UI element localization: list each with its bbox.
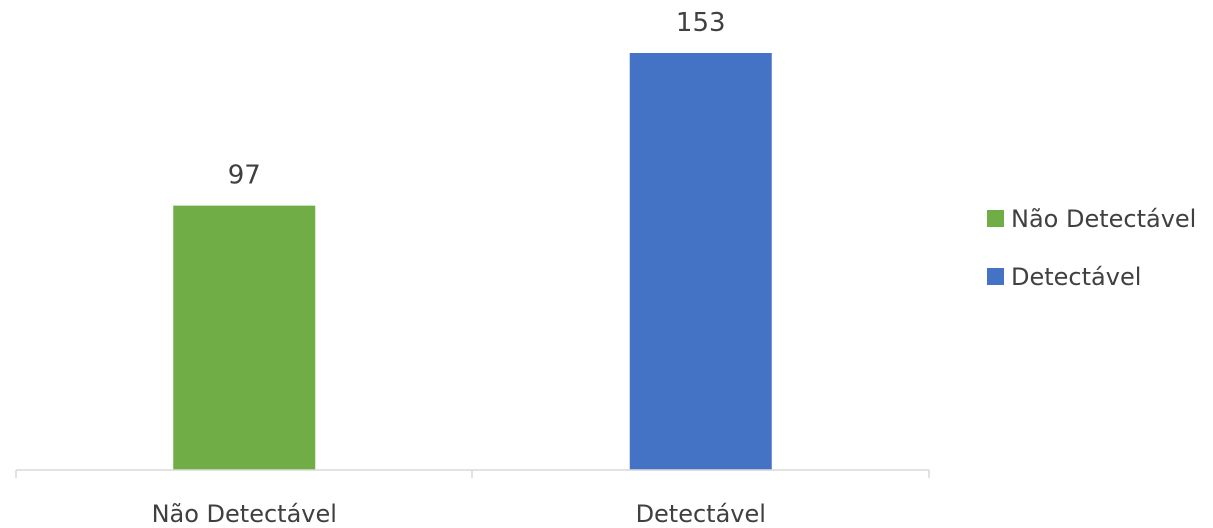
data-label-nao-detectavel: 97 [228, 161, 261, 191]
x-tick-label-nao-detectavel: Não Detectável [152, 500, 337, 528]
x-tick-label-detectavel: Detectável [636, 500, 766, 528]
bar-detectavel [629, 53, 772, 470]
legend-swatch-detectavel [987, 268, 1004, 285]
bars-group [173, 53, 772, 471]
data-label-detectavel: 153 [676, 8, 726, 38]
legend-label-nao-detectavel: Não Detectável [1011, 205, 1196, 233]
bar-nao-detectavel [173, 205, 316, 471]
legend-label-detectavel: Detectável [1011, 263, 1141, 291]
x-tick-labels-group: Não Detectável Detectável [152, 500, 766, 528]
legend: Não Detectável Detectável [987, 205, 1196, 291]
data-labels-group: 97 153 [228, 8, 726, 191]
legend-swatch-nao-detectavel [987, 210, 1004, 227]
